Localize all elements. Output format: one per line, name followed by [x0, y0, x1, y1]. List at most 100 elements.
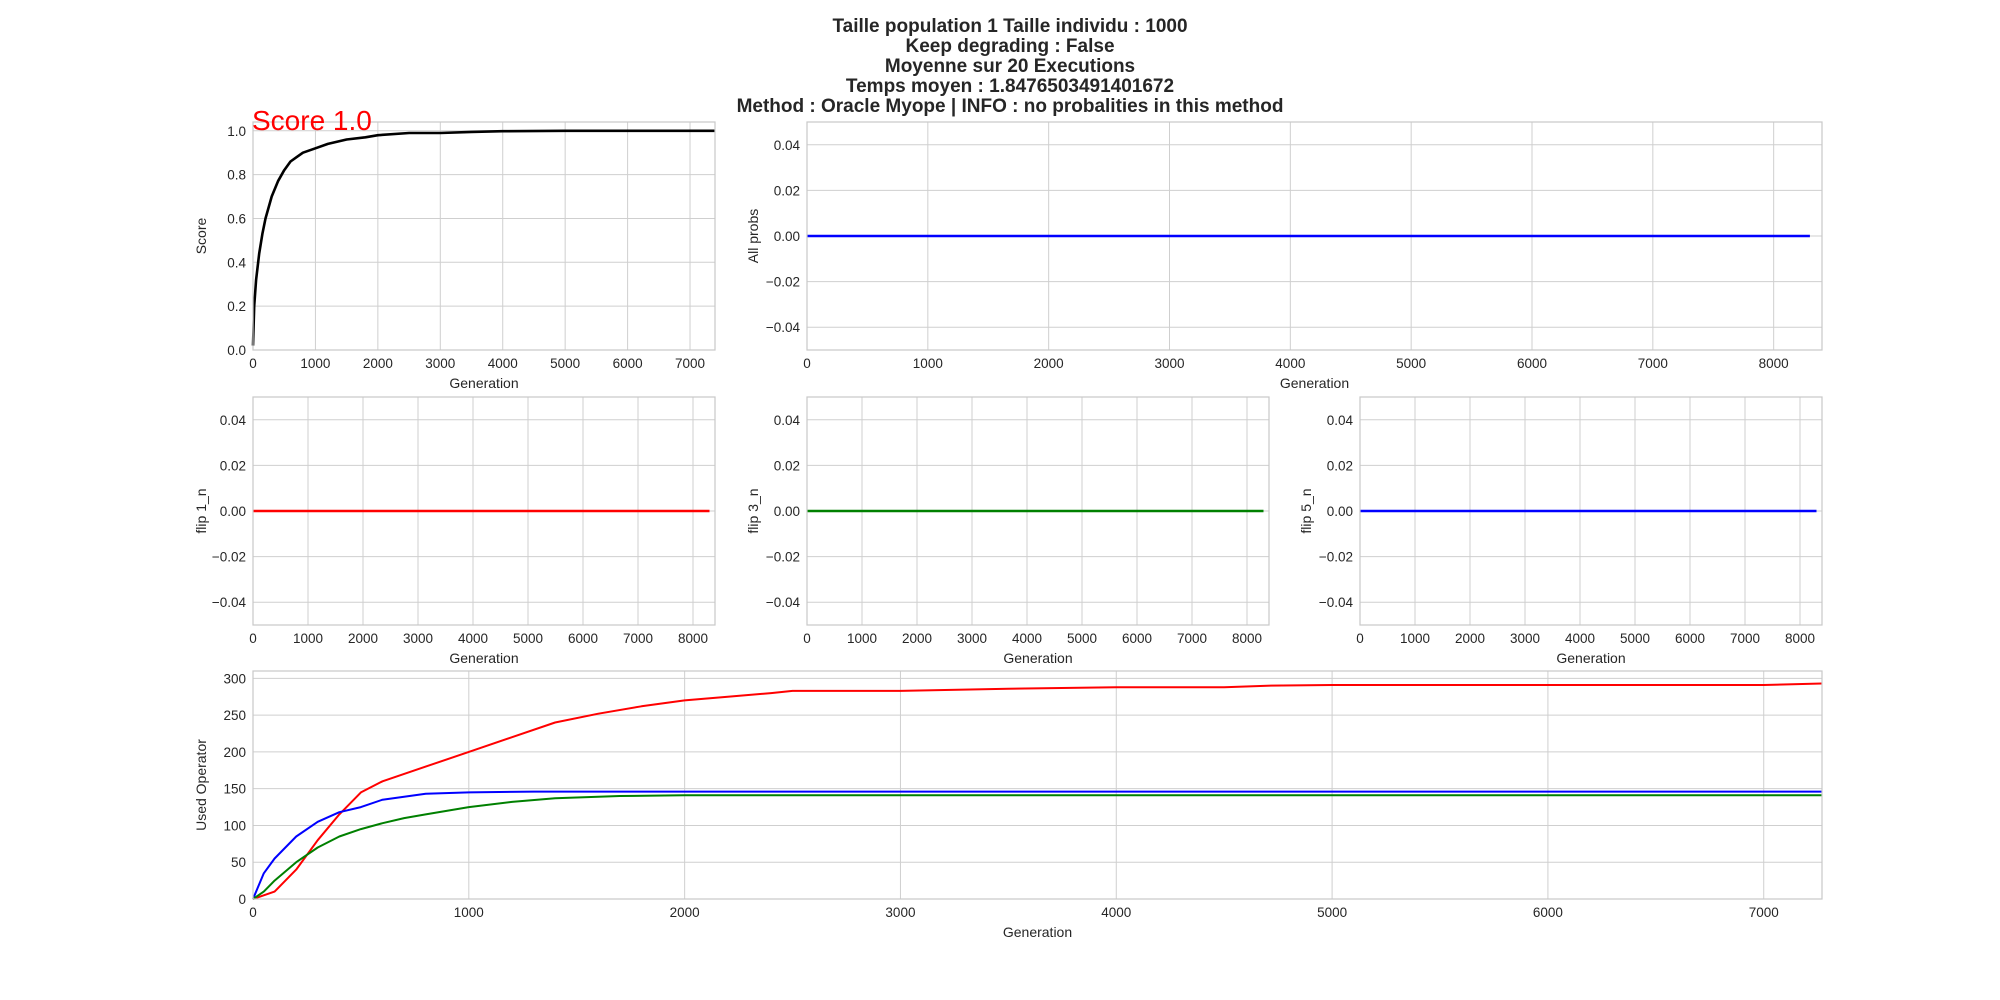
y-tick-label: 100 [223, 818, 246, 833]
y-tick-label: 50 [231, 855, 246, 870]
plot-frame [1359, 396, 1823, 626]
x-tick-label: 4000 [1101, 905, 1131, 920]
x-tick-label: 3000 [1510, 631, 1540, 646]
x-tick-label: 5000 [1067, 631, 1097, 646]
y-tick-label: 0 [238, 892, 246, 907]
x-tick-label: 6000 [1517, 356, 1547, 371]
suptitle-line-5: Method : Oracle Myope | INFO : no probal… [737, 96, 1284, 117]
plot-frame [806, 396, 1270, 626]
y-axis-label: Used Operator [193, 739, 209, 831]
y-axis-label: flip 3_n [745, 488, 761, 533]
x-tick-label: 1000 [847, 631, 877, 646]
y-tick-label: 0.00 [220, 504, 246, 519]
x-tick-label: 2000 [1455, 631, 1485, 646]
suptitle-line-4: Temps moyen : 1.8476503491401672 [846, 76, 1174, 97]
x-tick-label: 0 [249, 356, 257, 371]
x-tick-label: 2000 [363, 356, 393, 371]
plot-frame [252, 121, 716, 351]
x-tick-label: 0 [249, 905, 257, 920]
chart-all-probs: 0 1000 2000 3000 4000 5000 6000 7000 8000 −0.04 −0… [745, 121, 1823, 391]
x-axis-label: Generation [1003, 924, 1072, 940]
y-tick-label: 250 [223, 708, 246, 723]
x-tick-label: 5000 [550, 356, 580, 371]
x-tick-label: 2000 [348, 631, 378, 646]
x-tick-label: 2000 [670, 905, 700, 920]
x-tick-label: 6000 [1122, 631, 1152, 646]
x-tick-label: 8000 [1759, 356, 1789, 371]
y-tick-label: −0.04 [766, 595, 801, 610]
series-line-0 [251, 129, 715, 346]
x-tick-label: 7000 [675, 356, 705, 371]
y-tick-label: 0.02 [1327, 458, 1353, 473]
x-tick-label: 4000 [1012, 631, 1042, 646]
y-tick-label: 200 [223, 745, 246, 760]
y-tick-label: 0.02 [774, 183, 800, 198]
x-tick-label: 6000 [1675, 631, 1705, 646]
y-tick-label: 0.04 [774, 138, 801, 153]
x-tick-label: 7000 [623, 631, 653, 646]
x-tick-label: 3000 [957, 631, 987, 646]
x-tick-label: 0 [803, 356, 811, 371]
y-axis-label: flip 1_n [193, 488, 209, 533]
y-tick-label: 0.6 [227, 211, 246, 226]
x-axis-label: Generation [1280, 375, 1349, 391]
y-tick-label: 300 [223, 671, 246, 686]
y-tick-label: 0.04 [774, 413, 801, 428]
y-tick-label: 0.02 [220, 458, 246, 473]
chart-flip1: 0 1000 2000 3000 4000 5000 6000 7000 8000 −0.04 −0… [193, 396, 716, 666]
y-tick-label: 0.00 [774, 229, 800, 244]
x-tick-label: 8000 [1785, 631, 1815, 646]
x-tick-label: 0 [803, 631, 811, 646]
suptitle-line-1: Taille population 1 Taille individu : 10… [832, 16, 1187, 37]
y-tick-label: −0.02 [766, 275, 800, 290]
y-tick-label: 0.0 [227, 343, 246, 358]
y-tick-label: −0.02 [766, 550, 800, 565]
x-tick-label: 4000 [1565, 631, 1595, 646]
series-line-2 [252, 794, 1822, 900]
score-annotation: Score 1.0 [252, 105, 372, 136]
x-tick-label: 1000 [293, 631, 323, 646]
x-tick-label: 7000 [1730, 631, 1760, 646]
x-tick-label: 7000 [1749, 905, 1779, 920]
x-tick-label: 1000 [1400, 631, 1430, 646]
x-tick-label: 6000 [568, 631, 598, 646]
y-tick-label: 150 [223, 782, 246, 797]
x-axis-label: Generation [449, 650, 518, 666]
y-axis-label: Score [193, 218, 209, 255]
y-tick-label: −0.02 [212, 550, 246, 565]
x-tick-label: 5000 [513, 631, 543, 646]
chart-flip5: 0 1000 2000 3000 4000 5000 6000 7000 8000 −0.04 −0… [1298, 396, 1823, 666]
x-tick-label: 3000 [425, 356, 455, 371]
x-tick-label: 1000 [454, 905, 484, 920]
y-tick-label: 0.04 [220, 413, 247, 428]
x-tick-label: 3000 [885, 905, 915, 920]
x-tick-label: 1000 [300, 356, 330, 371]
y-tick-label: −0.04 [1319, 595, 1354, 610]
y-tick-label: 0.02 [774, 458, 800, 473]
x-tick-label: 4000 [458, 631, 488, 646]
y-tick-label: 0.8 [227, 168, 246, 183]
x-tick-label: 3000 [403, 631, 433, 646]
y-tick-label: −0.04 [212, 595, 247, 610]
chart-flip3: 0 1000 2000 3000 4000 5000 6000 7000 8000 −0.04 −0… [745, 396, 1270, 666]
y-tick-label: 0.00 [1327, 504, 1353, 519]
axes-layer: 0 1000 2000 3000 4000 5000 6000 70000.00.20.40.… [193, 105, 1823, 940]
y-axis-label: flip 5_n [1298, 488, 1314, 533]
y-tick-label: 0.00 [774, 504, 800, 519]
y-tick-label: 0.4 [227, 255, 246, 270]
x-tick-label: 5000 [1317, 905, 1347, 920]
suptitle: Taille population 1 Taille individu : 10… [737, 16, 1284, 117]
x-tick-label: 2000 [902, 631, 932, 646]
y-tick-label: −0.04 [766, 320, 801, 335]
y-tick-label: 0.2 [227, 299, 246, 314]
chart-score: 0 1000 2000 3000 4000 5000 6000 7000 0.0 0.2 0.4 0.… [193, 105, 716, 391]
y-tick-label: 1.0 [227, 124, 246, 139]
x-tick-label: 4000 [1275, 356, 1305, 371]
x-tick-label: 7000 [1638, 356, 1668, 371]
plot-frame [252, 396, 716, 626]
x-axis-label: Generation [1556, 650, 1625, 666]
suptitle-line-3: Moyenne sur 20 Executions [885, 56, 1135, 77]
x-tick-label: 5000 [1396, 356, 1426, 371]
x-tick-label: 2000 [1034, 356, 1064, 371]
